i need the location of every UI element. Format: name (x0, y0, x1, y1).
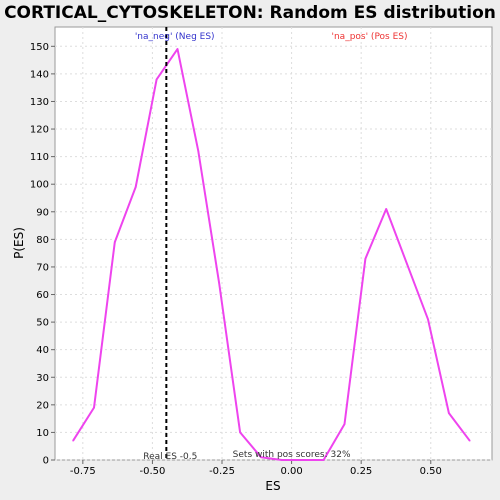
data-point (281, 459, 283, 461)
data-point (448, 412, 450, 414)
data-point (260, 456, 262, 459)
neg-es-label: 'na_neg' (Neg ES) (135, 32, 215, 42)
y-axis-ticks: 0 10 20 30 40 50 60 70 80 90 100 110 120 130 140 150 (30, 42, 55, 467)
y-tick-label: 0 (43, 456, 49, 467)
data-point (155, 78, 158, 81)
y-tick-label: 80 (36, 235, 49, 246)
data-point (385, 208, 388, 210)
x-tick-label: -0.50 (139, 466, 165, 477)
data-point (239, 431, 241, 434)
data-point (93, 406, 95, 409)
data-point (427, 318, 429, 321)
y-tick-label: 110 (30, 152, 49, 163)
data-point (343, 423, 346, 425)
series-line (72, 48, 471, 461)
series-layer (72, 48, 471, 461)
y-tick-label: 30 (36, 373, 49, 384)
pos-scores-label: Sets with pos scores: 32% (233, 450, 351, 460)
data-point (301, 459, 304, 461)
data-point (114, 241, 116, 243)
y-tick-label: 90 (36, 207, 49, 218)
y-tick-label: 40 (36, 345, 49, 356)
y-tick-label: 120 (30, 125, 49, 136)
x-axis-ticks: -0.75 -0.50 -0.25 0.00 0.25 0.50 (70, 460, 442, 477)
plot-area (54, 26, 493, 461)
pos-es-label: 'na_pos' (Pos ES) (332, 32, 408, 42)
y-tick-label: 50 (36, 318, 49, 329)
data-point (72, 439, 74, 442)
y-tick-label: 10 (36, 428, 49, 439)
data-point (197, 150, 200, 152)
y-tick-label: 70 (36, 262, 49, 273)
data-point (176, 48, 179, 50)
y-axis-title: P(ES) (12, 227, 26, 259)
y-tick-label: 140 (30, 69, 49, 80)
chart-title: CORTICAL_CYTOSKELETON: Random ES distrib… (4, 3, 496, 23)
data-point (468, 439, 471, 442)
grid (55, 27, 492, 461)
data-point (134, 186, 137, 188)
y-tick-label: 20 (36, 400, 49, 411)
y-tick-label: 130 (30, 97, 49, 108)
x-tick-label: -0.25 (209, 466, 235, 477)
real-es-label: Real ES -0.5 (143, 452, 197, 462)
x-tick-label: 0.25 (350, 466, 372, 477)
data-point (218, 282, 221, 285)
data-point (406, 263, 408, 265)
x-tick-label: 0.00 (280, 466, 302, 477)
data-point (364, 257, 367, 260)
x-tick-label: 0.50 (420, 466, 442, 477)
data-point (322, 459, 325, 461)
x-tick-label: -0.75 (70, 466, 96, 477)
y-tick-label: 60 (36, 290, 49, 301)
y-tick-label: 150 (30, 42, 49, 53)
x-axis-title: ES (265, 479, 280, 493)
y-tick-label: 100 (30, 180, 49, 191)
